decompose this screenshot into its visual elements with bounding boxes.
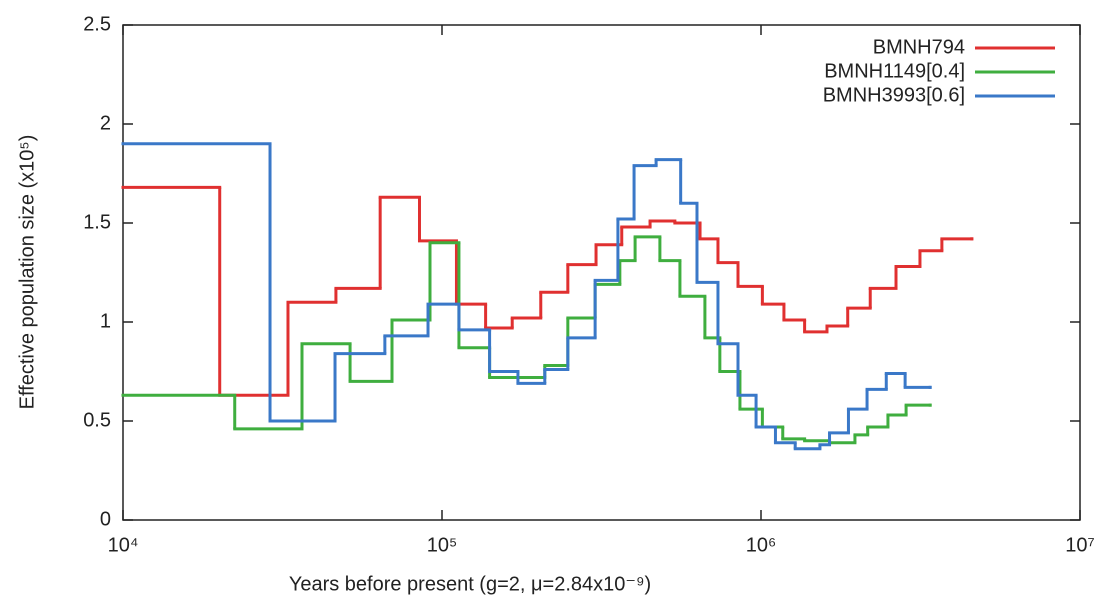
x-tick-label: 10⁴ [108, 534, 139, 556]
y-tick-label: 1 [100, 310, 111, 332]
x-tick-label: 10⁵ [427, 534, 458, 556]
legend-label: BMNH1149[0.4] [824, 60, 965, 82]
x-tick-label: 10⁶ [746, 534, 776, 556]
legend-label: BMNH3993[0.6] [823, 84, 965, 106]
y-tick-label: 0.5 [83, 409, 111, 431]
y-tick-label: 2.5 [83, 13, 111, 35]
y-axis-label: Effective population size (x10⁵) [16, 135, 38, 410]
y-tick-label: 2 [100, 112, 111, 134]
y-tick-label: 1.5 [83, 211, 111, 233]
x-tick-label: 10⁷ [1065, 534, 1094, 556]
x-axis-label: Years before present (g=2, μ=2.84x10⁻⁹) [289, 573, 651, 595]
legend-label: BMNH794 [873, 36, 965, 58]
y-tick-label: 0 [100, 508, 111, 530]
plot-frame [122, 24, 1081, 521]
